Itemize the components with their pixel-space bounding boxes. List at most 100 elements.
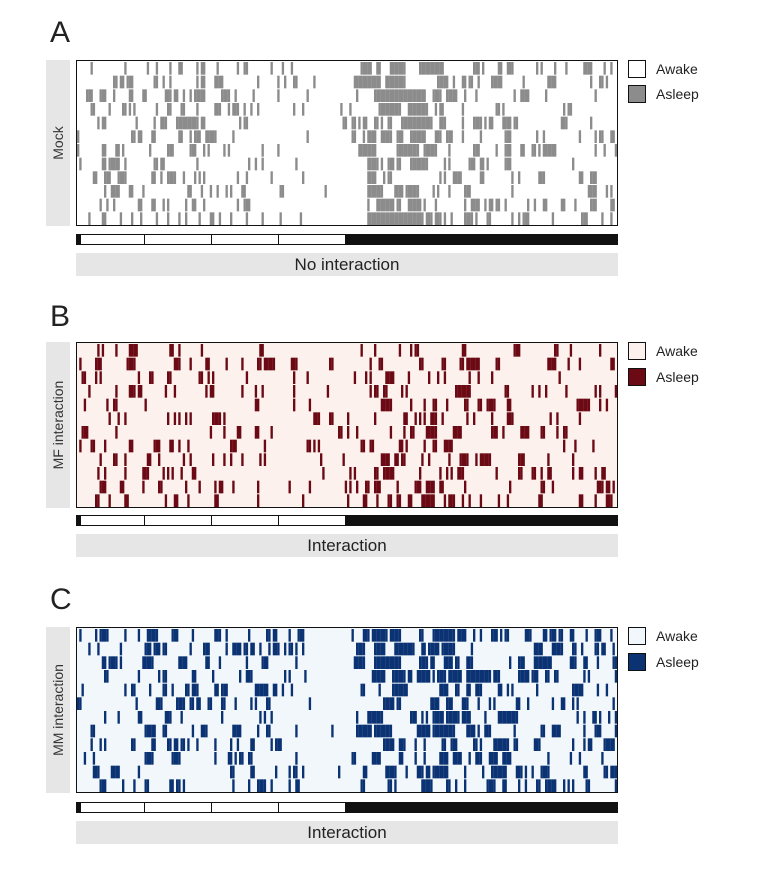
sleep-bin <box>101 656 105 669</box>
sleep-bin <box>599 75 602 89</box>
sleep-bin <box>236 103 240 116</box>
sleep-raster <box>76 342 618 508</box>
sleep-bin <box>230 738 233 751</box>
sleep-bin <box>443 724 447 738</box>
dark-phase-bar <box>345 802 617 813</box>
sleep-bin <box>423 130 426 143</box>
raster-background <box>77 61 617 225</box>
sleep-bin <box>331 724 334 738</box>
sleep-bin <box>439 171 442 184</box>
sleep-bin <box>398 656 402 669</box>
sleep-bin <box>583 670 586 683</box>
sleep-bin <box>407 185 411 198</box>
sleep-bin <box>432 426 435 439</box>
sleep-bin <box>137 130 141 143</box>
sleep-bin <box>385 385 388 398</box>
legend-awake-label: Awake <box>656 61 698 77</box>
sleep-bin <box>493 779 496 792</box>
sleep-bin <box>169 89 172 102</box>
sleep-bin <box>479 738 483 751</box>
sleep-bin <box>403 426 406 439</box>
sleep-bin <box>155 697 159 710</box>
sleep-bin <box>443 765 447 779</box>
sleep-bin <box>574 198 577 212</box>
sleep-bin <box>383 212 386 225</box>
sleep-bin <box>101 212 105 225</box>
panel-letter: B <box>50 300 71 333</box>
sleep-bin <box>189 116 192 130</box>
sleep-bin <box>466 398 469 412</box>
sleep-bin <box>293 765 296 779</box>
sleep-bin <box>223 453 226 466</box>
sleep-bin <box>216 62 219 75</box>
sleep-bin <box>612 656 615 669</box>
sleep-bin <box>506 144 510 157</box>
sleep-bin <box>387 103 390 116</box>
sleep-bin <box>473 116 476 130</box>
sleep-bin <box>108 157 111 171</box>
sleep-bin <box>596 656 600 669</box>
sleep-bin <box>329 412 332 425</box>
sleep-bin <box>470 642 474 656</box>
sleep-bin <box>500 711 503 724</box>
sleep-bin <box>230 185 233 198</box>
sleep-bin <box>428 494 431 507</box>
sleep-bin <box>551 629 555 642</box>
sleep-bin <box>439 75 442 89</box>
sleep-bin <box>198 130 201 143</box>
sleep-bin <box>432 62 435 75</box>
sleep-bin <box>437 765 440 779</box>
sleep-bin <box>479 683 483 697</box>
sleep-bin <box>538 144 541 157</box>
legend-asleep-label: Asleep <box>656 369 699 385</box>
sleep-bin <box>594 130 597 143</box>
sleep-bin <box>506 116 510 130</box>
sleep-bin <box>144 467 147 480</box>
sleep-bin <box>394 185 397 198</box>
sleep-bin <box>97 357 100 371</box>
sleep-bin <box>538 494 541 507</box>
sleep-bin <box>153 642 156 656</box>
sleep-bin <box>504 738 507 751</box>
sleep-bin <box>423 412 426 425</box>
sleep-bin <box>527 670 530 683</box>
sleep-bin <box>133 357 136 371</box>
sleep-bin <box>572 642 575 656</box>
sleep-bin <box>479 752 483 765</box>
sleep-bin <box>356 724 359 738</box>
sleep-bin <box>266 656 269 669</box>
sleep-bin <box>394 656 397 669</box>
sleep-bin <box>416 130 420 143</box>
sleep-bin <box>396 697 399 710</box>
sleep-bin <box>250 103 253 116</box>
sleep-bin <box>425 711 429 724</box>
sleep-bin <box>545 385 548 398</box>
sleep-bin <box>450 670 453 683</box>
sleep-bin <box>216 185 219 198</box>
sleep-bin <box>257 357 260 371</box>
sleep-bin <box>119 642 123 656</box>
sleep-bin <box>362 75 366 89</box>
sleep-bin <box>551 697 555 710</box>
sleep-bin <box>250 697 253 710</box>
sleep-bin <box>394 670 397 683</box>
sleep-bin <box>493 765 496 779</box>
sleep-bin <box>223 683 226 697</box>
sleep-bin <box>585 765 588 779</box>
sleep-bin <box>443 171 447 184</box>
sleep-bin <box>502 711 505 724</box>
sleep-bin <box>115 398 118 412</box>
sleep-bin <box>504 157 507 171</box>
sleep-bin <box>329 357 332 371</box>
sleep-bin <box>99 738 102 751</box>
sleep-bin <box>284 75 287 89</box>
sleep-bin <box>450 697 453 710</box>
sleep-bin <box>452 75 456 89</box>
sleep-bin <box>250 752 253 765</box>
sleep-bin <box>385 738 388 751</box>
sleep-bin <box>614 385 617 398</box>
sleep-bin <box>97 765 100 779</box>
sleep-bin <box>295 724 298 738</box>
sleep-bin <box>225 89 228 102</box>
sleep-bin <box>378 480 381 494</box>
